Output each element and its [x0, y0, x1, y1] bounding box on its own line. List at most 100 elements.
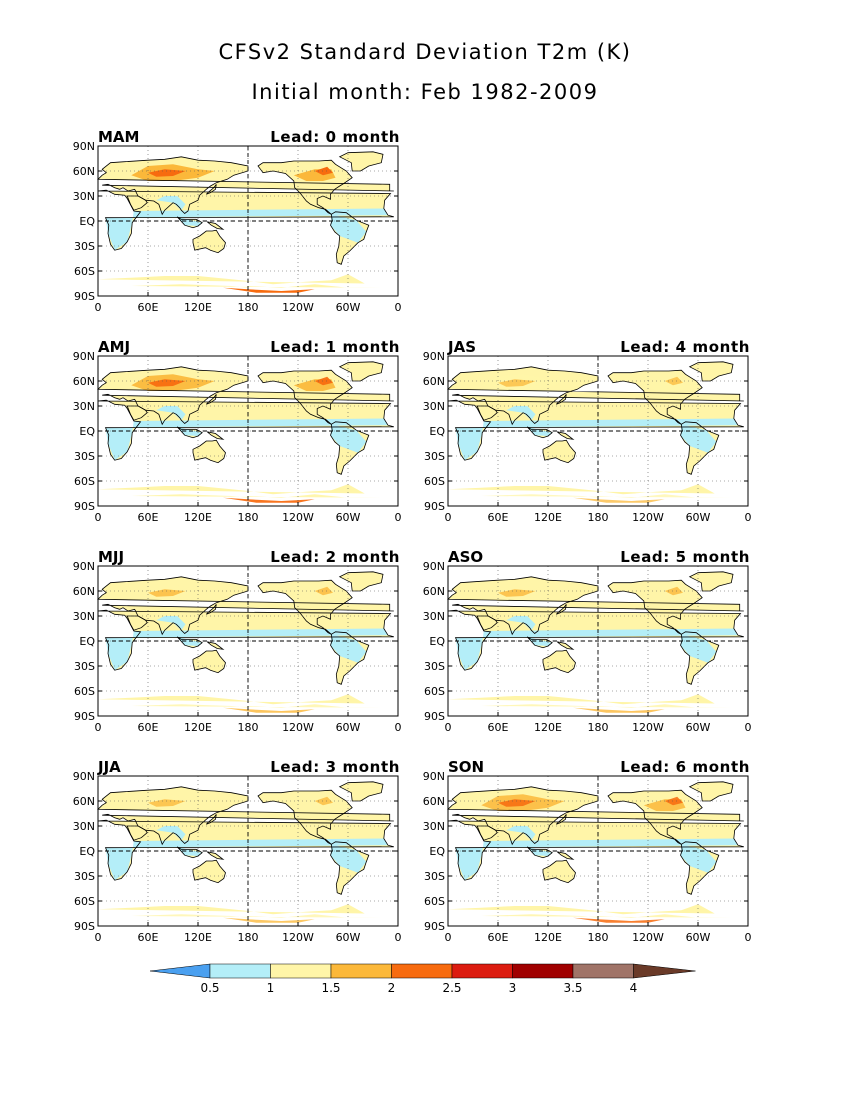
lon-tick-label: 0 — [395, 931, 402, 944]
lat-tick-label: 90S — [74, 710, 95, 723]
low-variability-region — [455, 418, 738, 461]
high-variability-region — [664, 376, 683, 386]
lat-tick-label: 30S — [74, 450, 95, 463]
land-australia — [193, 860, 226, 883]
lon-tick-label: 120W — [632, 931, 664, 944]
high-variability-region — [498, 799, 536, 807]
lon-tick-label: 120W — [282, 511, 314, 524]
colorbar-segment — [512, 963, 574, 979]
high-variability-region — [223, 287, 315, 293]
land-africa — [448, 610, 744, 671]
lon-tick-label: 0 — [445, 931, 452, 944]
land-japan — [556, 814, 567, 825]
high-variability-region — [314, 376, 333, 386]
lat-tick-label: EQ — [79, 845, 95, 858]
lat-tick-label: 30S — [424, 450, 445, 463]
lon-tick-label: 60W — [336, 931, 361, 944]
lon-tick-label: 120W — [632, 511, 664, 524]
world-map: 90N 60N 30N EQ 30S 60S 90S 0 60E 120E 180 120W 60W 0 — [423, 350, 752, 532]
colorbar-max-arrow — [633, 963, 696, 979]
high-variability-region — [314, 586, 333, 596]
high-variability-region — [148, 169, 186, 177]
low-variability-region — [105, 418, 388, 461]
land-australia — [193, 440, 226, 463]
high-variability-region — [223, 497, 315, 503]
high-variability-region — [498, 589, 536, 597]
lat-tick-label: EQ — [79, 425, 95, 438]
lat-tick-label: 90N — [73, 560, 95, 573]
lon-tick-label: 60E — [488, 721, 509, 734]
lat-tick-label: 60S — [74, 475, 95, 488]
lon-tick-label: 120E — [184, 511, 212, 524]
land-antarctica — [448, 484, 715, 506]
high-variability-region — [664, 586, 683, 596]
lat-tick-label: 30N — [73, 610, 95, 623]
land-greenland — [689, 571, 733, 591]
lon-tick-label: 60E — [138, 721, 159, 734]
lon-tick-label: 180 — [588, 931, 609, 944]
lat-tick-label: 60S — [74, 685, 95, 698]
lat-tick-label: 30N — [423, 820, 445, 833]
low-variability-region — [105, 208, 388, 251]
lon-tick-label: 120E — [534, 931, 562, 944]
panel-season-label: MAM — [98, 128, 140, 146]
lat-tick-label: 90N — [73, 140, 95, 153]
land-antarctica — [448, 904, 715, 926]
colorbar-segment — [270, 963, 332, 979]
land-africa — [98, 820, 394, 881]
world-map: 90N 60N 30N EQ 30S 60S 90S 0 60E 120E 180 120W 60W 0 — [423, 560, 752, 742]
land-greenland — [339, 361, 383, 381]
lat-tick-label: EQ — [429, 845, 445, 858]
lon-tick-label: 60E — [138, 931, 159, 944]
land-australia — [543, 650, 576, 673]
land-greenland — [339, 151, 383, 171]
high-variability-region — [664, 796, 683, 806]
lon-tick-label: 180 — [588, 511, 609, 524]
lat-tick-label: 30N — [423, 400, 445, 413]
lat-tick-label: 30S — [74, 240, 95, 253]
map-panel: SON Lead: 6 month 90N 60N 30N EQ 30S 60S 90S 0 60E… — [423, 758, 798, 968]
high-variability-region — [481, 704, 732, 716]
lon-tick-label: 180 — [238, 511, 259, 524]
land-africa — [98, 400, 394, 461]
land-antarctica — [98, 274, 365, 296]
lat-tick-label: 60S — [74, 895, 95, 908]
lat-tick-label: 60N — [73, 165, 95, 178]
land-greenland — [339, 571, 383, 591]
lat-tick-label: 30S — [74, 870, 95, 883]
lat-tick-label: 30S — [74, 660, 95, 673]
colorbar-label: 4 — [630, 981, 638, 995]
panel-lead-label: Lead: 1 month — [270, 338, 400, 356]
lat-tick-label: EQ — [79, 635, 95, 648]
panel-lead-label: Lead: 5 month — [620, 548, 750, 566]
high-variability-region — [314, 166, 333, 176]
land-japan — [206, 604, 217, 615]
lon-tick-label: 0 — [745, 931, 752, 944]
land-greenland — [689, 781, 733, 801]
lat-tick-label: EQ — [79, 215, 95, 228]
high-variability-region — [131, 704, 382, 716]
lat-tick-label: 30S — [424, 660, 445, 673]
high-variability-region — [573, 497, 665, 503]
panel-season-label: MJJ — [98, 548, 125, 566]
lat-tick-label: 60N — [73, 585, 95, 598]
high-variability-region — [223, 707, 315, 713]
lon-tick-label: 0 — [395, 511, 402, 524]
land-australia — [193, 650, 226, 673]
lat-tick-label: EQ — [429, 425, 445, 438]
lon-tick-label: 60E — [138, 511, 159, 524]
map-panel: JAS Lead: 4 month 90N 60N 30N EQ 30S 60S 90S 0 60E… — [423, 338, 798, 548]
high-variability-region — [148, 799, 186, 807]
land-newguinea — [557, 851, 573, 860]
land-australia — [193, 230, 226, 253]
lat-tick-label: 60N — [73, 795, 95, 808]
land-australia — [543, 860, 576, 883]
high-variability-region — [148, 379, 186, 387]
lon-tick-label: 0 — [95, 301, 102, 314]
world-map: 90N 60N 30N EQ 30S 60S 90S 0 60E 120E 180 120W 60W 0 — [423, 770, 752, 952]
lon-tick-label: 120E — [184, 931, 212, 944]
colorbar-min-arrow — [149, 963, 211, 979]
land-newguinea — [207, 221, 223, 230]
map-panel: JJA Lead: 3 month 90N 60N 30N EQ 30S 60S 90S 0 60E… — [73, 758, 448, 968]
colorbar-label: 0.5 — [200, 981, 219, 995]
